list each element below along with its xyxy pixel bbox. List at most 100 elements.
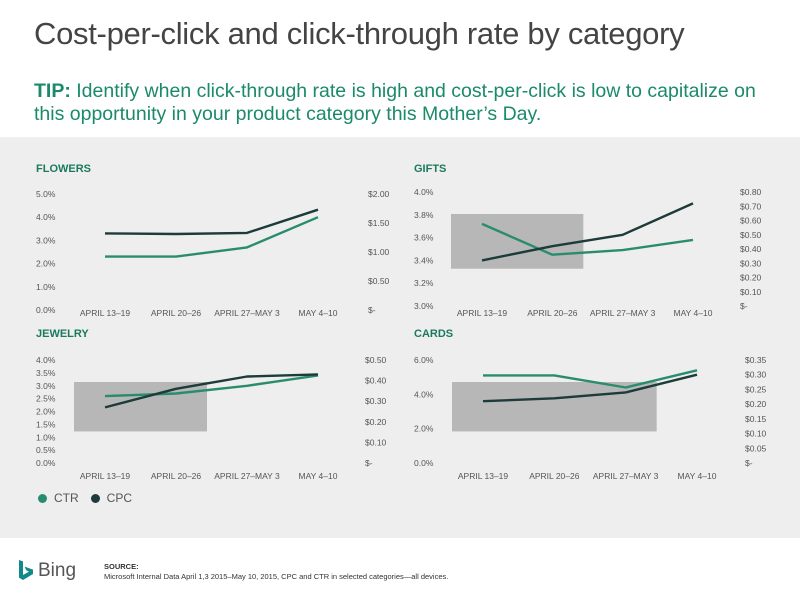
series-line-ctr xyxy=(105,216,319,258)
left-tick-label: 0.0% xyxy=(36,305,56,315)
right-tick-label: $0.20 xyxy=(745,399,767,409)
series-line-ctr xyxy=(481,222,694,256)
ctr-legend-dot xyxy=(38,493,47,503)
right-tick-label: $0.20 xyxy=(365,417,387,427)
charts-panel xyxy=(0,137,800,538)
right-tick-label: $0.20 xyxy=(740,273,762,283)
chart-title: JEWELRY xyxy=(36,328,89,340)
left-tick-label: 3.2% xyxy=(414,278,434,288)
right-tick-label: $- xyxy=(740,301,748,311)
highlight-box xyxy=(451,214,584,269)
right-tick-label: $0.50 xyxy=(740,230,762,240)
bing-b-icon xyxy=(19,560,33,580)
right-tick-label: $0.70 xyxy=(740,201,762,211)
category-label: MAY 4–10 xyxy=(678,471,717,481)
bing-logo: Bing xyxy=(18,560,76,582)
left-tick-label: 6.0% xyxy=(414,355,434,365)
chart-flowers: FLOWERS 5.0% 4.0% 3.0% 2.0% 1.0% 0.0% $2.00 $1.5… xyxy=(36,163,390,318)
category-label: MAY 4–10 xyxy=(299,471,338,481)
right-tick-label: $0.25 xyxy=(745,384,767,394)
legend-label-cpc: CPC xyxy=(106,491,133,505)
right-tick-label: $0.10 xyxy=(740,287,762,297)
category-label: APRIL 13–19 xyxy=(457,308,508,318)
footer: Bing SOURCE: Microsoft Internal Data Apr… xyxy=(0,538,800,600)
right-tick-label: $0.50 xyxy=(365,355,387,365)
category-label: APRIL 27–MAY 3 xyxy=(214,471,280,481)
right-tick-label: $0.50 xyxy=(368,276,390,286)
left-tick-label: 0.0% xyxy=(414,458,434,468)
legend: CTR CPC xyxy=(38,490,144,506)
right-tick-label: $0.40 xyxy=(740,244,762,254)
right-tick-label: $0.10 xyxy=(745,429,767,439)
left-tick-label: 4.0% xyxy=(414,187,434,197)
left-tick-label: 4.0% xyxy=(414,389,434,399)
series-line-cpc xyxy=(481,202,694,262)
right-tick-label: $- xyxy=(745,458,753,468)
left-tick-label: 3.5% xyxy=(36,368,56,378)
left-tick-label: 3.0% xyxy=(36,235,56,245)
category-label: APRIL 27–MAY 3 xyxy=(593,471,659,481)
chart-jewelry: JEWELRY 4.0% 3.5% 3.0% 2.5% 2.0% 1.5% 1.0% 0.5% 0… xyxy=(36,328,387,481)
chart-gifts: GIFTS 4.0% 3.8% 3.6% 3.4% 3.2% 3.0% $0.80 $0.70 $… xyxy=(414,163,762,318)
tip-body: Identify when click-through rate is high… xyxy=(34,80,756,125)
right-tick-label: $1.00 xyxy=(368,247,390,257)
left-tick-label: 3.8% xyxy=(414,210,434,220)
source-note: SOURCE: Microsoft Internal Data April 1,… xyxy=(104,562,448,582)
left-tick-label: 2.5% xyxy=(36,394,56,404)
right-tick-label: $0.30 xyxy=(745,370,767,380)
left-tick-label: 5.0% xyxy=(36,189,56,199)
left-tick-label: 0.0% xyxy=(36,458,56,468)
right-tick-label: $0.15 xyxy=(745,414,767,424)
series-line-cpc xyxy=(482,373,698,403)
left-tick-label: 4.0% xyxy=(36,212,56,222)
left-tick-label: 3.0% xyxy=(36,381,56,391)
left-tick-label: 3.6% xyxy=(414,233,434,243)
legend-item-cpc: CPC xyxy=(90,491,133,505)
right-tick-label: $0.80 xyxy=(740,187,762,197)
legend-label-ctr: CTR xyxy=(54,491,79,505)
left-tick-label: 1.5% xyxy=(36,419,56,429)
source-text: Microsoft Internal Data April 1,3 2015–M… xyxy=(104,572,449,581)
cpc-legend-dot xyxy=(90,493,100,503)
chart-title: CARDS xyxy=(414,328,453,340)
left-tick-label: 2.0% xyxy=(36,259,56,269)
left-tick-label: 0.5% xyxy=(36,445,56,455)
right-tick-label: $2.00 xyxy=(368,189,390,199)
right-tick-label: $0.35 xyxy=(745,355,767,365)
category-label: APRIL 27–MAY 3 xyxy=(214,308,280,318)
category-label: MAY 4–10 xyxy=(299,308,338,318)
category-label: APRIL 20–26 xyxy=(151,471,202,481)
category-label: APRIL 13–19 xyxy=(458,471,509,481)
chart-title: GIFTS xyxy=(414,163,446,175)
right-tick-label: $0.60 xyxy=(740,216,762,226)
highlight-box xyxy=(74,382,207,432)
left-tick-label: 1.0% xyxy=(36,282,56,292)
series-line-ctr xyxy=(483,369,698,389)
right-tick-label: $0.30 xyxy=(365,396,387,406)
right-tick-label: $- xyxy=(365,458,373,468)
right-tick-label: $0.05 xyxy=(745,443,767,453)
category-label: MAY 4–10 xyxy=(674,308,713,318)
left-tick-label: 2.0% xyxy=(36,407,56,417)
series-line-ctr xyxy=(104,374,319,398)
series-line-cpc xyxy=(104,208,319,236)
category-label: APRIL 20–26 xyxy=(151,308,202,318)
page-title: Cost-per-click and click-through rate by… xyxy=(34,16,685,51)
left-tick-label: 3.4% xyxy=(414,255,434,265)
category-label: APRIL 20–26 xyxy=(527,308,578,318)
right-tick-label: $0.30 xyxy=(740,258,762,268)
source-label: SOURCE: xyxy=(104,562,139,571)
tip-text: TIP: Identify when click-through rate is… xyxy=(34,80,774,126)
chart-cards: CARDS 6.0% 4.0% 2.0% 0.0% $0.35 $0.30 $0.25 $0.2… xyxy=(414,328,767,481)
category-label: APRIL 20–26 xyxy=(529,471,580,481)
right-tick-label: $0.40 xyxy=(365,376,387,386)
legend-item-ctr: CTR xyxy=(38,491,79,505)
category-label: APRIL 13–19 xyxy=(80,308,131,318)
bing-wordmark: Bing xyxy=(38,560,77,581)
chart-title: FLOWERS xyxy=(36,163,91,175)
right-tick-label: $- xyxy=(368,305,376,315)
category-label: APRIL 27–MAY 3 xyxy=(590,308,656,318)
left-tick-label: 4.0% xyxy=(36,355,56,365)
tip-label: TIP: xyxy=(34,80,71,102)
